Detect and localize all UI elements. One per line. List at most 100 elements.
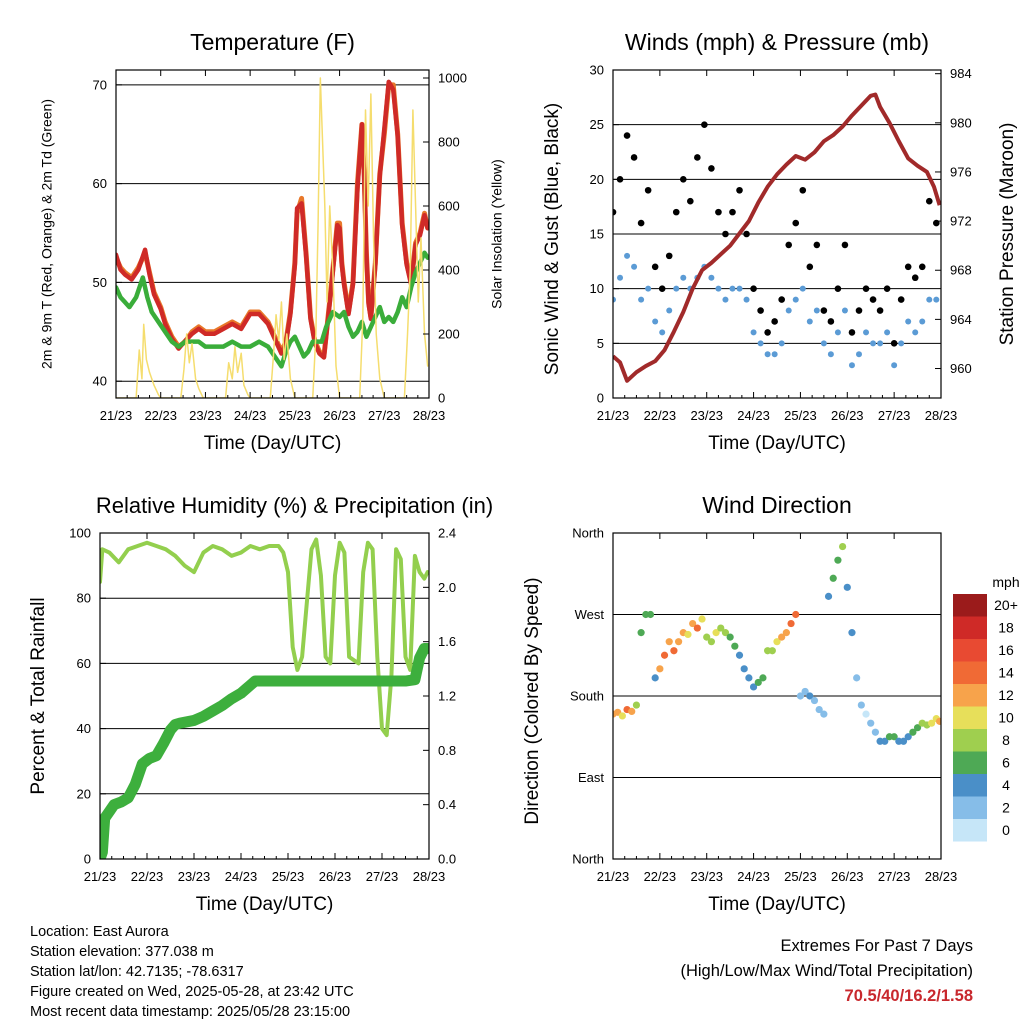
colorbar-title: mph <box>992 574 1019 590</box>
y-right-axis-label: Solar Insolation (Yellow) <box>489 159 505 309</box>
direction-point <box>670 647 678 655</box>
wind-point <box>729 285 736 292</box>
colorbar-label: 6 <box>1002 755 1010 771</box>
gust-point <box>708 165 715 172</box>
wind-point <box>613 296 616 303</box>
x-tick-label: 25/23 <box>784 408 817 423</box>
chart-panel-3: Relative Humidity (%) & Precipitation (i… <box>28 493 493 915</box>
y-tick-label: 25 <box>590 117 604 132</box>
wind-point <box>785 307 792 314</box>
direction-point <box>618 712 626 720</box>
direction-point <box>881 737 889 745</box>
y-axis-label: 2m & 9m T (Red, Orange) & 2m Td (Green) <box>39 99 55 369</box>
colorbar-label: 20+ <box>994 597 1018 613</box>
wind-point <box>891 362 898 369</box>
direction-point <box>857 701 865 709</box>
y-right-tick-label: 0.8 <box>438 743 456 758</box>
gust-point <box>764 329 771 336</box>
wind-point <box>799 285 806 292</box>
direction-point <box>810 696 819 705</box>
gust-point <box>792 219 800 227</box>
extremes-subtitle: (High/Low/Max Wind/Total Precipitation) <box>680 962 973 980</box>
wind-point <box>722 296 729 303</box>
y-right-tick-label: 0.4 <box>438 797 456 812</box>
direction-point <box>796 692 805 700</box>
x-axis-label: Time (Day/UTC) <box>196 894 334 915</box>
direction-point <box>637 629 645 637</box>
direction-point <box>853 674 861 682</box>
gust-point <box>813 241 821 249</box>
x-tick-label: 28/23 <box>925 408 958 423</box>
gust-point <box>848 329 856 336</box>
series-3-line <box>116 77 429 398</box>
y-tick-label: 40 <box>93 374 107 389</box>
x-tick-label: 26/23 <box>831 408 864 423</box>
wind-point <box>680 274 687 281</box>
y-tick-label: South <box>570 689 604 704</box>
y-right-tick-label: 800 <box>438 135 460 150</box>
direction-point <box>829 574 837 582</box>
y-right-tick-label: 2.4 <box>438 526 456 541</box>
x-tick-label: 27/23 <box>878 869 911 884</box>
wind-point <box>645 285 652 292</box>
gust-point <box>890 340 898 347</box>
colorbar-swatch <box>953 594 987 617</box>
direction-point <box>703 633 711 641</box>
y-right-tick-label: 200 <box>438 327 460 342</box>
direction-point <box>628 707 636 715</box>
gust-point <box>736 186 743 194</box>
colorbar-swatch <box>953 819 987 842</box>
x-tick-label: 24/23 <box>234 408 267 423</box>
colorbar-swatch <box>953 616 987 639</box>
chart-title: Winds (mph) & Pressure (mb) <box>625 29 929 55</box>
gust-point <box>778 296 785 303</box>
direction-point <box>689 619 697 628</box>
direction-point <box>871 728 880 736</box>
y-right-tick-label: 0.0 <box>438 852 456 867</box>
gust-point <box>687 197 694 205</box>
wind-point <box>715 285 722 292</box>
colorbar-label: 0 <box>1002 822 1010 838</box>
gust-point <box>925 197 933 205</box>
colorbar-swatch <box>953 796 987 819</box>
wind-point <box>806 318 813 325</box>
gust-point <box>806 263 814 271</box>
x-tick-label: 22/23 <box>644 869 677 884</box>
direction-point <box>745 674 753 682</box>
gust-point <box>918 263 926 271</box>
colorbar-swatch <box>953 729 987 752</box>
station-info: Location: East Aurora Station elevation:… <box>30 922 354 1022</box>
x-tick-label: 25/23 <box>784 869 817 884</box>
wind-point <box>848 362 855 369</box>
direction-point <box>735 651 744 659</box>
extremes-title: Extremes For Past 7 Days <box>780 937 973 955</box>
chart-title: Wind Direction <box>702 492 852 518</box>
direction-point <box>913 724 922 732</box>
x-tick-label: 27/23 <box>366 869 399 884</box>
gust-point <box>785 241 793 249</box>
gust-point <box>862 285 870 292</box>
wind-point <box>870 340 877 347</box>
direction-point <box>904 733 912 741</box>
wind-point <box>624 252 631 259</box>
direction-point <box>712 629 720 637</box>
y-tick-label: East <box>578 770 604 785</box>
x-tick-label: 23/23 <box>690 408 723 423</box>
direction-point <box>899 737 908 745</box>
gust-point <box>820 307 828 314</box>
direction-point <box>778 633 786 641</box>
colorbar-swatch <box>953 706 987 729</box>
direction-point <box>848 629 856 637</box>
gust-point <box>883 285 891 292</box>
direction-point <box>754 678 762 687</box>
y-tick-label: 0 <box>597 391 604 406</box>
direction-point <box>693 624 701 632</box>
direction-point <box>843 583 851 591</box>
y-right-tick-label: 600 <box>438 199 460 214</box>
wind-point <box>898 340 905 347</box>
wind-point <box>652 318 659 325</box>
gust-point <box>876 307 884 314</box>
wind-point <box>820 340 827 347</box>
direction-point <box>890 733 898 741</box>
gust-point <box>841 241 849 249</box>
